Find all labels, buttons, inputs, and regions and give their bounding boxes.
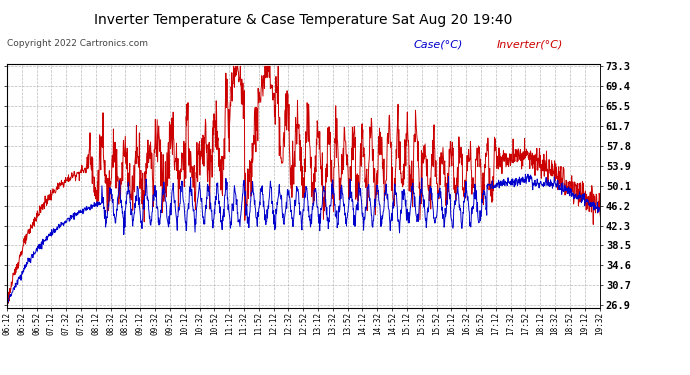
Text: Copyright 2022 Cartronics.com: Copyright 2022 Cartronics.com — [7, 39, 148, 48]
Text: Case(°C): Case(°C) — [414, 39, 464, 50]
Text: Inverter Temperature & Case Temperature Sat Aug 20 19:40: Inverter Temperature & Case Temperature … — [95, 13, 513, 27]
Text: Inverter(°C): Inverter(°C) — [497, 39, 563, 50]
